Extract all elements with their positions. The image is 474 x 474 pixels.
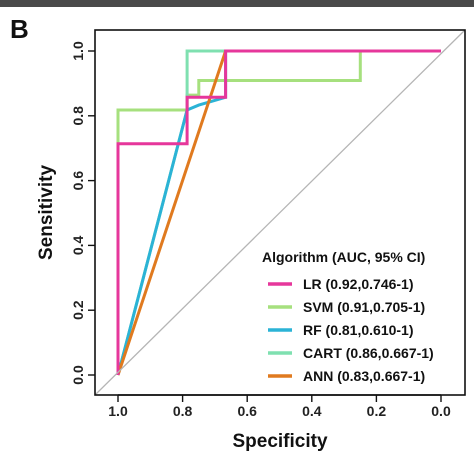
x-tick-label: 0.2 <box>367 403 387 419</box>
x-tick-label: 1.0 <box>108 403 128 419</box>
legend-item-label: SVM (0.91,0.705-1) <box>303 299 425 315</box>
x-tick-label: 0.4 <box>302 403 322 419</box>
legend-item-label: LR (0.92,0.746-1) <box>303 276 414 292</box>
y-tick-label: 0.2 <box>70 300 86 320</box>
y-tick-label: 0.0 <box>70 365 86 385</box>
series-line-1 <box>116 49 441 375</box>
series-line-0 <box>116 49 441 375</box>
x-tick-label: 0.0 <box>431 403 451 419</box>
legend-item-label: RF (0.81,0.610-1) <box>303 322 414 338</box>
top-bar <box>0 0 474 7</box>
y-axis: 0.0 0.2 0.4 0.6 0.8 1.0 <box>70 41 95 385</box>
legend-title: Algorithm (AUC, 95% CI) <box>262 249 425 265</box>
x-tick-label: 0.8 <box>173 403 193 419</box>
y-tick-label: 0.8 <box>70 106 86 126</box>
legend-item-label: CART (0.86,0.667-1) <box>303 345 434 361</box>
panel-letter: B <box>10 14 29 44</box>
legend: Algorithm (AUC, 95% CI) LR (0.92,0.746-1… <box>262 249 434 384</box>
x-axis-title: Specificity <box>232 431 327 452</box>
reference-diagonal <box>94 29 466 396</box>
x-tick-label: 0.6 <box>237 403 257 419</box>
legend-item-label: ANN (0.83,0.667-1) <box>303 368 425 384</box>
y-tick-label: 0.4 <box>70 235 86 255</box>
y-tick-label: 0.6 <box>70 171 86 191</box>
y-tick-label: 1.0 <box>70 41 86 61</box>
roc-curves <box>116 49 441 376</box>
y-axis-title: Sensitivity <box>36 165 57 260</box>
x-axis: 1.0 0.8 0.6 0.4 0.2 0.0 <box>108 394 451 419</box>
